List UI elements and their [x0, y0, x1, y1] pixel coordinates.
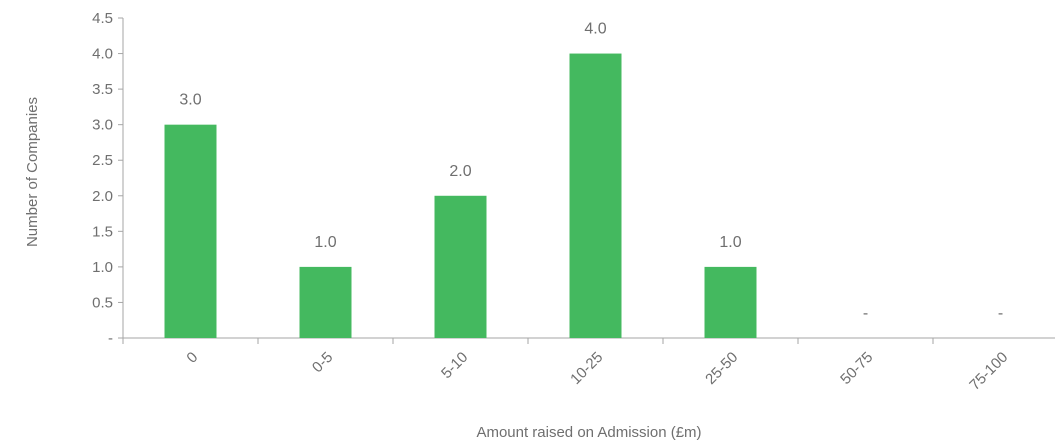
y-tick-label: 0.5 — [92, 294, 113, 311]
y-tick-label: 2.0 — [92, 188, 113, 205]
bar — [704, 266, 757, 338]
bar — [299, 266, 352, 338]
bar — [164, 124, 217, 339]
y-tick-label: 3.5 — [92, 81, 113, 98]
x-axis-title: Amount raised on Admission (£m) — [476, 424, 701, 441]
data-label: 1.0 — [314, 234, 336, 251]
bar — [569, 53, 622, 339]
y-axis-title: Number of Companies — [24, 97, 41, 247]
data-label: - — [998, 305, 1003, 322]
y-tick-label: 3.0 — [92, 117, 113, 134]
y-tick-label: 4.0 — [92, 46, 113, 63]
data-label: 3.0 — [179, 92, 201, 109]
data-label: 1.0 — [719, 234, 741, 251]
x-tick-label: 10-25 — [567, 349, 606, 388]
y-tick-label: 4.5 — [92, 10, 113, 27]
y-tick-label: 1.0 — [92, 259, 113, 276]
bars — [164, 53, 757, 339]
bar — [434, 195, 487, 338]
y-axis: - 0.5 1.0 1.5 2.0 2.5 3.0 3.5 4.0 4.5 — [92, 10, 124, 347]
y-tick-label: - — [108, 330, 113, 347]
x-tick-label: 75-100 — [966, 349, 1011, 394]
data-label: 4.0 — [584, 21, 606, 38]
x-tick-label: 5-10 — [438, 349, 471, 382]
data-label: 2.0 — [449, 163, 471, 180]
y-tick-label: 1.5 — [92, 223, 113, 240]
x-tick-label: 0-5 — [309, 349, 336, 376]
x-tick-label: 50-75 — [837, 349, 876, 388]
x-tick-label: 25-50 — [702, 349, 741, 388]
y-tick-label: 2.5 — [92, 152, 113, 169]
data-label: - — [863, 305, 868, 322]
x-axis: 0 0-5 5-10 10-25 25-50 50-75 75-100 — [122, 337, 1055, 394]
x-tick-label: 0 — [183, 349, 201, 367]
data-labels: 3.0 1.0 2.0 4.0 1.0 - - — [179, 21, 1003, 322]
